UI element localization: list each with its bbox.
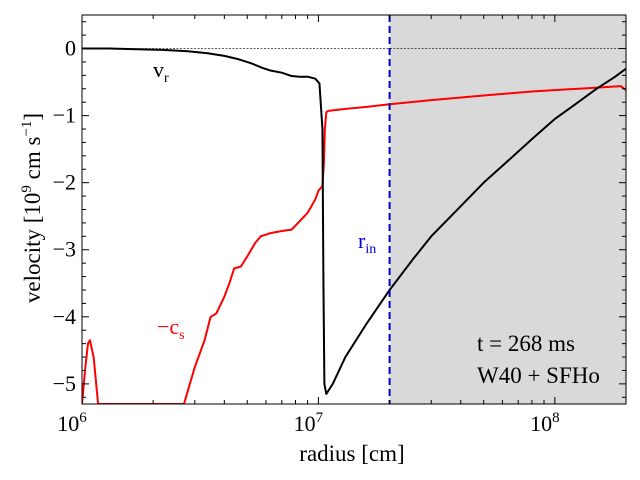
x-tick-label: 107 <box>294 410 324 436</box>
y-tick-label: −3 <box>53 237 76 262</box>
series-cs-line <box>82 85 626 404</box>
y-label-exp1: 9 <box>19 185 35 193</box>
y-tick-label: 0 <box>65 36 76 61</box>
y-tick-label: −1 <box>53 103 76 128</box>
x-axis-label: radius [cm] <box>299 441 404 466</box>
rin-annotation: rin <box>358 228 376 257</box>
cs-sub: s <box>179 328 184 343</box>
vr-sub: r <box>164 71 169 86</box>
rin-sub: in <box>365 242 376 257</box>
rin-base: r <box>358 228 366 253</box>
model-annotation: W40 + SFHo <box>477 363 600 388</box>
y-label-exp2: −1 <box>19 121 35 137</box>
y-label-mid: cm s <box>20 137 45 186</box>
shaded-region <box>389 15 626 404</box>
cs-base: −c <box>157 314 179 339</box>
y-axis-label: velocity [109 cm s−1] <box>19 113 45 303</box>
cs-annotation: −cs <box>157 314 185 343</box>
y-label-pre: velocity [10 <box>20 193 45 304</box>
vr-base: v <box>153 57 164 82</box>
y-tick-label: −4 <box>53 304 76 329</box>
x-tick-label: 106 <box>57 410 87 436</box>
series-vr-line <box>82 47 626 395</box>
x-axis-ticks: 106 107 108 <box>57 15 627 436</box>
time-annotation: t = 268 ms <box>477 331 575 356</box>
x-tick-label: 108 <box>530 410 560 436</box>
y-axis-ticks: 0 −1 −2 −3 −4 −5 <box>53 21 626 398</box>
y-tick-label: −5 <box>53 371 76 396</box>
y-label-post: ] <box>20 113 45 121</box>
y-tick-label: −2 <box>53 170 76 195</box>
vr-annotation: vr <box>153 57 169 86</box>
